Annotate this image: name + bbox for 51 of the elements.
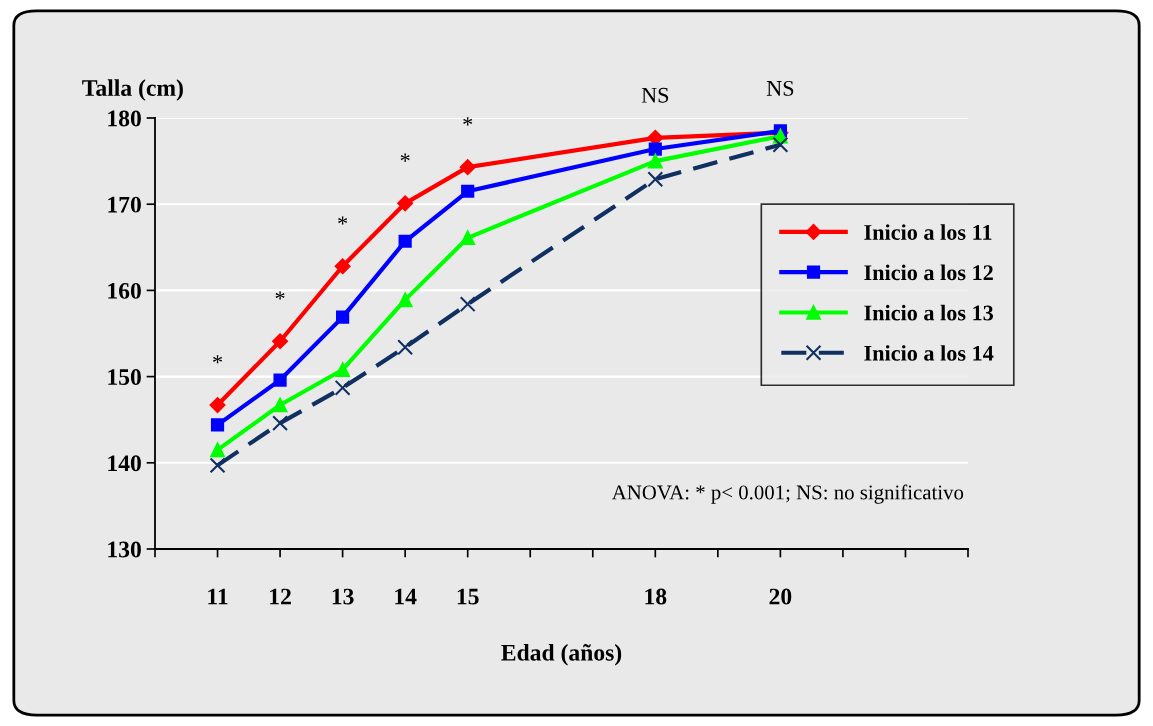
legend-label: Inicio a los 13 xyxy=(864,304,994,321)
point xyxy=(334,258,351,275)
point xyxy=(272,397,288,413)
point xyxy=(461,184,475,198)
point xyxy=(772,136,789,153)
point xyxy=(397,292,413,308)
annotation: * xyxy=(400,153,410,162)
x-tick-label: 15 xyxy=(457,588,479,605)
point xyxy=(648,153,663,169)
x-tick-label: 20 xyxy=(769,588,792,605)
y-tick-label: 150 xyxy=(108,369,141,386)
point xyxy=(210,418,225,432)
point xyxy=(210,442,225,458)
annotation: ANOVA: * p< 0.001; NS: no significativo xyxy=(611,484,964,504)
x-tick-label: 12 xyxy=(270,588,291,605)
point xyxy=(647,171,664,188)
annotation: * xyxy=(275,291,285,300)
annotation: NS xyxy=(641,87,669,103)
y-axis-title: Talla (cm) xyxy=(82,79,183,101)
point xyxy=(272,333,288,350)
y-tick-label: 160 xyxy=(108,282,141,299)
point xyxy=(648,142,662,156)
y-tick-label: 140 xyxy=(108,455,141,472)
point xyxy=(459,159,476,176)
point xyxy=(273,373,287,387)
legend-label: Inicio a los 14 xyxy=(864,345,994,361)
point xyxy=(460,230,475,246)
point xyxy=(335,362,350,377)
y-tick-label: 170 xyxy=(108,196,141,213)
x-tick-label: 11 xyxy=(208,588,228,605)
point xyxy=(209,397,226,413)
annotation: * xyxy=(213,355,223,364)
y-tick-label: 130 xyxy=(108,541,141,558)
y-tick-label: 180 xyxy=(108,110,141,127)
point xyxy=(336,310,350,324)
point xyxy=(334,379,351,396)
x-tick-label: 14 xyxy=(395,588,417,605)
point xyxy=(398,234,412,248)
legend-label: Inicio a los 12 xyxy=(864,264,993,281)
x-tick-label: 13 xyxy=(332,588,354,605)
x-axis-title: Edad (años) xyxy=(501,644,622,666)
point xyxy=(209,457,226,474)
point xyxy=(397,195,414,212)
point xyxy=(397,339,414,356)
point xyxy=(272,415,289,432)
annotation: NS xyxy=(766,80,794,96)
point xyxy=(459,296,476,313)
annotation: * xyxy=(463,117,473,126)
annotation: * xyxy=(338,216,348,225)
x-tick-label: 18 xyxy=(645,588,667,605)
legend-label: Inicio a los 11 xyxy=(864,224,992,240)
